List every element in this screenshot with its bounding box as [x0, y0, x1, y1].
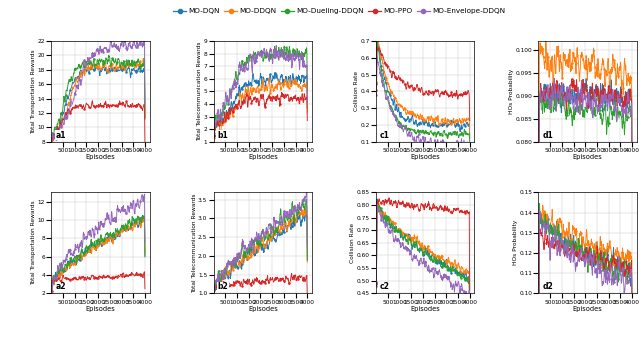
- X-axis label: Episodes: Episodes: [573, 306, 602, 312]
- Y-axis label: HOs Probability: HOs Probability: [513, 220, 518, 265]
- Text: c1: c1: [380, 131, 390, 140]
- Y-axis label: Total Transportation Rewards: Total Transportation Rewards: [31, 201, 36, 285]
- Y-axis label: HOs Probability: HOs Probability: [509, 69, 514, 114]
- Text: b1: b1: [218, 131, 228, 140]
- Y-axis label: Collision Rate: Collision Rate: [350, 223, 355, 263]
- X-axis label: Episodes: Episodes: [86, 306, 115, 312]
- X-axis label: Episodes: Episodes: [86, 154, 115, 161]
- X-axis label: Episodes: Episodes: [410, 306, 440, 312]
- Y-axis label: Total Transportation Rewards: Total Transportation Rewards: [31, 49, 36, 134]
- X-axis label: Episodes: Episodes: [410, 154, 440, 161]
- Y-axis label: Total Telecommunication Rewards: Total Telecommunication Rewards: [197, 42, 202, 141]
- Text: a1: a1: [55, 131, 66, 140]
- X-axis label: Episodes: Episodes: [573, 154, 602, 161]
- Y-axis label: Collision Rate: Collision Rate: [354, 71, 359, 112]
- X-axis label: Episodes: Episodes: [248, 306, 278, 312]
- Text: d1: d1: [542, 131, 553, 140]
- Text: c2: c2: [380, 282, 390, 291]
- X-axis label: Episodes: Episodes: [248, 154, 278, 161]
- Text: b2: b2: [218, 282, 228, 291]
- Text: a2: a2: [55, 282, 66, 291]
- Text: d2: d2: [542, 282, 553, 291]
- Y-axis label: Total Telecommunication Rewards: Total Telecommunication Rewards: [191, 193, 196, 293]
- Legend: MO-DQN, MO-DDQN, MO-Dueling-DDQN, MO-PPO, MO-Envelope-DDQN: MO-DQN, MO-DDQN, MO-Dueling-DDQN, MO-PPO…: [170, 5, 508, 17]
